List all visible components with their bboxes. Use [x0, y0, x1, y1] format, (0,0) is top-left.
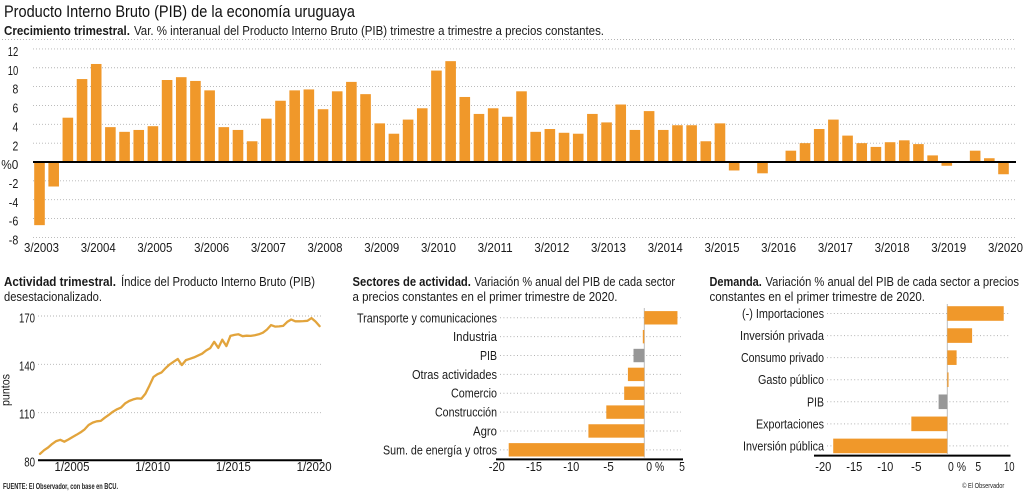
svg-text:Crecimiento trimestral.: Crecimiento trimestral.: [4, 24, 130, 38]
svg-text:Inversión pública: Inversión pública: [743, 438, 825, 453]
svg-text:PIB: PIB: [807, 394, 824, 409]
svg-text:110: 110: [19, 408, 35, 422]
svg-text:3/2014: 3/2014: [648, 241, 683, 255]
svg-text:170: 170: [19, 311, 35, 325]
svg-text:3/2011: 3/2011: [478, 241, 513, 255]
svg-text:-5: -5: [911, 460, 922, 474]
svg-text:1/2020: 1/2020: [297, 460, 332, 474]
svg-text:3/2009: 3/2009: [364, 241, 399, 255]
svg-text:3/2019: 3/2019: [931, 241, 966, 255]
svg-text:Sum. de energía y otros: Sum. de energía y otros: [383, 442, 497, 457]
svg-text:desestacionalizado.: desestacionalizado.: [4, 289, 102, 304]
svg-text:-20: -20: [815, 460, 831, 474]
svg-text:3/2020: 3/2020: [988, 241, 1023, 255]
svg-text:Exportaciones: Exportaciones: [756, 416, 824, 431]
svg-text:5: 5: [679, 460, 685, 474]
svg-text:Var. % interanual del Producto: Var. % interanual del Producto Interno B…: [134, 24, 604, 38]
svg-text:-10: -10: [877, 460, 893, 474]
svg-text:%0: %0: [1, 158, 18, 172]
svg-text:Otras actividades: Otras actividades: [412, 367, 497, 382]
svg-text:3/2018: 3/2018: [875, 241, 910, 255]
svg-text:3/2015: 3/2015: [704, 241, 739, 255]
svg-text:(-) Importaciones: (-) Importaciones: [742, 306, 824, 321]
svg-text:140: 140: [19, 360, 35, 374]
svg-text:Inversión privada: Inversión privada: [740, 328, 825, 343]
svg-text:3/2012: 3/2012: [534, 241, 569, 255]
svg-text:Variación % anual del PIB de c: Variación % anual del PIB de cada sector…: [766, 274, 1020, 289]
svg-text:1/2015: 1/2015: [216, 460, 251, 474]
svg-text:Índice del Producto Interno Br: Índice del Producto Interno Bruto (PIB): [121, 274, 315, 289]
svg-text:-15: -15: [526, 460, 542, 474]
svg-text:3/2003: 3/2003: [24, 241, 59, 255]
svg-text:-4: -4: [9, 196, 19, 210]
svg-text:80: 80: [24, 456, 35, 470]
svg-text:-6: -6: [9, 215, 19, 229]
svg-text:Transporte y comunicaciones: Transporte y comunicaciones: [357, 310, 497, 325]
svg-text:Construcción: Construcción: [435, 405, 497, 420]
svg-text:Demanda.: Demanda.: [710, 274, 762, 289]
svg-text:10: 10: [1004, 460, 1015, 474]
svg-text:0 %: 0 %: [948, 460, 966, 474]
svg-text:-8: -8: [9, 234, 19, 248]
svg-text:-10: -10: [563, 460, 579, 474]
svg-text:1/2010: 1/2010: [135, 460, 170, 474]
svg-text:4: 4: [13, 120, 19, 134]
svg-text:Sectores de actividad.: Sectores de actividad.: [353, 274, 471, 289]
svg-text:Variación % anual del PIB de c: Variación % anual del PIB de cada sector: [475, 274, 676, 289]
svg-text:-20: -20: [489, 460, 505, 474]
svg-text:-15: -15: [846, 460, 862, 474]
svg-text:© El Observador: © El Observador: [962, 481, 1004, 490]
svg-text:3/2013: 3/2013: [591, 241, 626, 255]
svg-text:-2: -2: [9, 177, 19, 191]
svg-text:Industria: Industria: [453, 329, 498, 344]
svg-text:5: 5: [975, 460, 981, 474]
svg-text:constantes en el primer trimes: constantes en el primer trimestre de 202…: [710, 289, 926, 304]
svg-text:Comercio: Comercio: [451, 386, 497, 401]
svg-text:FUENTE: El Observador, con bas: FUENTE: El Observador, con base en BCU.: [3, 482, 118, 491]
svg-text:0 %: 0 %: [646, 460, 664, 474]
svg-text:3/2016: 3/2016: [761, 241, 796, 255]
svg-text:Actividad trimestral.: Actividad trimestral.: [4, 274, 116, 289]
svg-text:3/2010: 3/2010: [421, 241, 456, 255]
svg-text:3/2007: 3/2007: [251, 241, 286, 255]
svg-text:10: 10: [8, 64, 19, 78]
svg-text:8: 8: [13, 83, 19, 97]
svg-text:1/2005: 1/2005: [55, 460, 90, 474]
svg-text:puntos: puntos: [1, 374, 13, 406]
svg-text:3/2006: 3/2006: [194, 241, 229, 255]
svg-text:-5: -5: [603, 460, 614, 474]
svg-text:2: 2: [13, 139, 19, 153]
svg-text:3/2004: 3/2004: [81, 241, 116, 255]
svg-text:Consumo privado: Consumo privado: [741, 350, 824, 365]
svg-text:Producto Interno Bruto (PIB) d: Producto Interno Bruto (PIB) de la econo…: [4, 2, 355, 21]
svg-text:Agro: Agro: [473, 423, 497, 438]
svg-text:3/2005: 3/2005: [137, 241, 172, 255]
svg-text:PIB: PIB: [480, 348, 497, 363]
svg-text:Gasto público: Gasto público: [758, 372, 824, 387]
svg-text:6: 6: [13, 102, 19, 116]
svg-text:a precios constantes en el pri: a precios constantes en el primer trimes…: [353, 289, 618, 304]
svg-text:12: 12: [8, 45, 19, 59]
svg-text:3/2008: 3/2008: [308, 241, 343, 255]
svg-text:3/2017: 3/2017: [818, 241, 853, 255]
